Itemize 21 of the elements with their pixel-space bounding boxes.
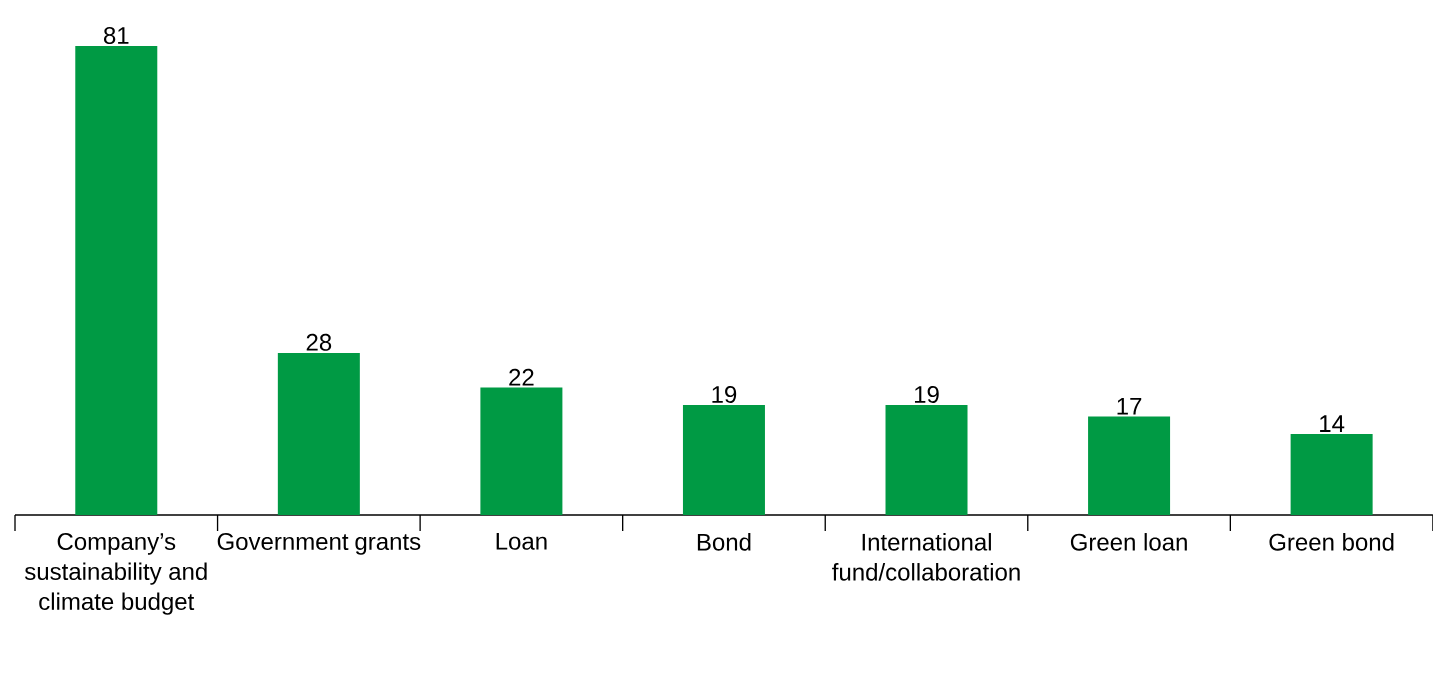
data-label: 81 — [103, 26, 129, 44]
bar — [885, 404, 968, 515]
bar — [1088, 416, 1171, 515]
x-tick-label: Government grants — [217, 533, 421, 555]
data-label: 19 — [914, 385, 939, 403]
bar — [75, 46, 158, 515]
bar — [480, 387, 563, 515]
x-tick-label: Company’s sustainability and climate budget — [24, 533, 207, 615]
x-tick-label: Loan — [496, 533, 547, 550]
data-label: 14 — [1320, 415, 1345, 432]
bar — [277, 352, 360, 515]
x-tick-label: International fund/collaboration — [832, 533, 1020, 581]
data-label: 17 — [1117, 398, 1142, 415]
x-tick-label: Bond — [697, 533, 751, 551]
x-tick-label: Green bond — [1269, 533, 1394, 551]
data-label: 19 — [712, 385, 737, 403]
x-tick-label: Green loan — [1070, 533, 1187, 551]
data-label: 28 — [306, 333, 332, 351]
bar — [682, 404, 765, 515]
bar — [1290, 433, 1373, 515]
data-label: 22 — [509, 368, 534, 386]
